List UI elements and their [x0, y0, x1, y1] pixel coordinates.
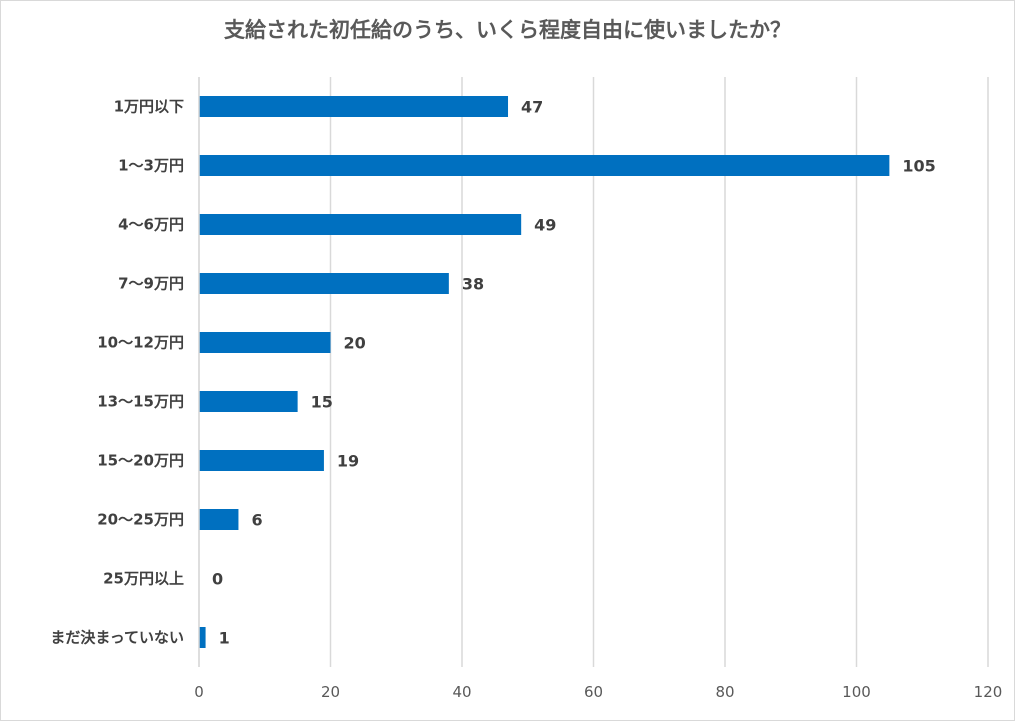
- bar: [199, 332, 331, 353]
- bar: [199, 273, 449, 294]
- x-tick-label: 40: [452, 683, 471, 701]
- category-label: 20～25万円: [97, 511, 184, 529]
- bar: [199, 450, 324, 471]
- category-label: 1万円以下: [114, 98, 184, 116]
- data-label: 49: [534, 216, 556, 235]
- x-tick-label: 100: [842, 683, 871, 701]
- bar: [199, 155, 890, 176]
- bar: [199, 96, 509, 117]
- data-label: 15: [311, 393, 333, 412]
- data-label: 20: [344, 334, 366, 353]
- bar: [199, 391, 298, 412]
- category-label: 4～6万円: [118, 216, 184, 234]
- category-label: 15～20万円: [97, 452, 184, 470]
- x-tick-label: 120: [974, 683, 1003, 701]
- category-label: 10～12万円: [97, 334, 184, 352]
- x-tick-label: 0: [194, 683, 204, 701]
- data-label: 1: [219, 629, 230, 648]
- data-label: 47: [521, 98, 543, 117]
- x-tick-label: 80: [715, 683, 734, 701]
- category-label: まだ決まっていない: [50, 629, 184, 647]
- data-label: 105: [902, 157, 935, 176]
- category-label: 13～15万円: [97, 393, 184, 411]
- x-tick-label: 20: [321, 683, 340, 701]
- bar: [199, 214, 522, 235]
- category-label: 7～9万円: [118, 275, 184, 293]
- category-label: 25万円以上: [103, 570, 184, 588]
- x-tick-label: 60: [584, 683, 603, 701]
- chart-title: 支給された初任給のうち、いくら程度自由に使いましたか？: [224, 18, 791, 42]
- data-label: 0: [212, 570, 223, 589]
- data-label: 6: [251, 511, 262, 530]
- category-label: 1～3万円: [118, 157, 184, 175]
- data-label: 19: [337, 452, 359, 471]
- bar: [199, 509, 239, 530]
- bar: [199, 627, 206, 648]
- data-label: 38: [462, 275, 484, 294]
